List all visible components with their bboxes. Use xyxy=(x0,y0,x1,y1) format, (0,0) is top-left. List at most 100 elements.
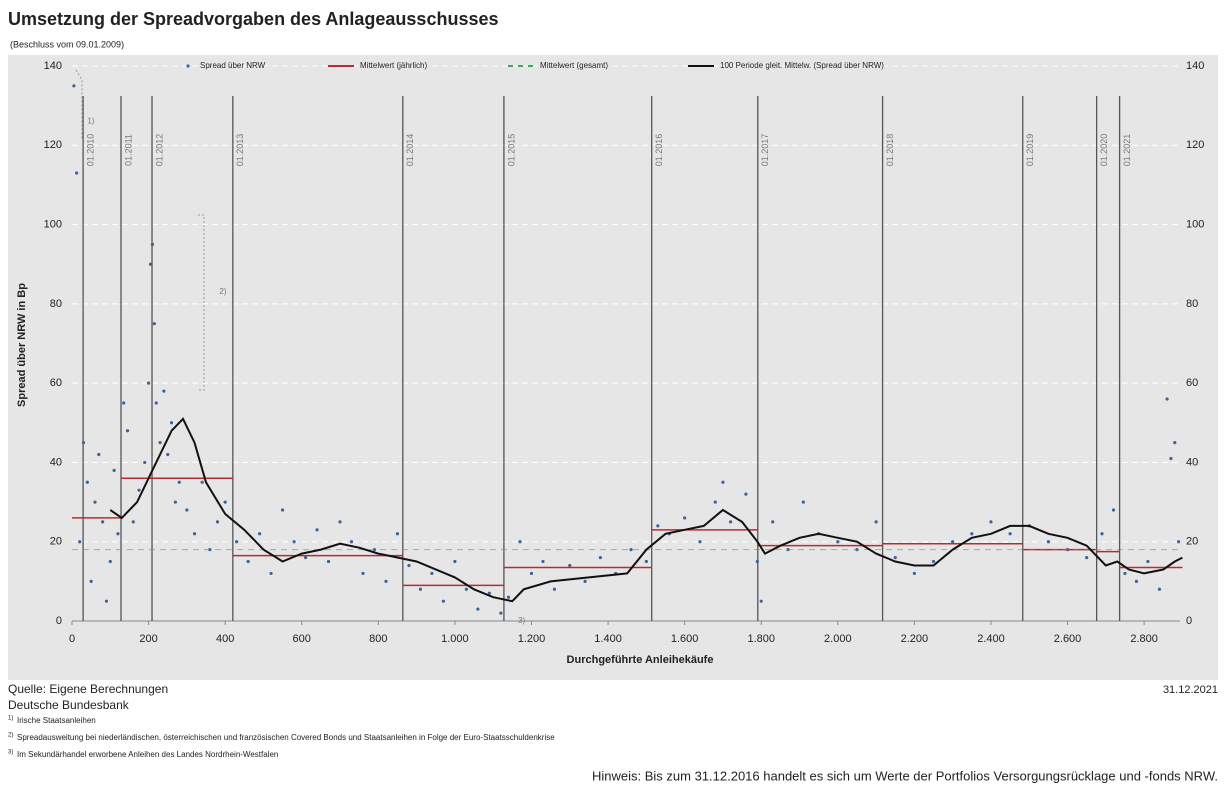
scatter-point xyxy=(970,532,974,536)
scatter-point xyxy=(1134,579,1139,583)
scatter-point xyxy=(112,468,116,472)
scatter-point xyxy=(893,555,897,560)
scatter-point xyxy=(598,555,603,560)
scatter-point xyxy=(101,520,105,524)
scatter-point xyxy=(644,559,648,564)
x-tick-label: 2.800 xyxy=(1130,633,1158,645)
scatter-point xyxy=(771,520,775,524)
scatter-point xyxy=(131,520,135,524)
legend-symbol xyxy=(186,64,190,68)
x-tick-label: 2.000 xyxy=(824,633,852,645)
scatter-point xyxy=(755,559,759,564)
scatter-point xyxy=(407,563,411,568)
footnote-mark: 1) xyxy=(8,716,13,722)
scatter-point xyxy=(292,540,296,544)
scatter-point xyxy=(235,540,239,544)
scatter-point xyxy=(326,559,331,564)
scatter-point xyxy=(162,389,166,393)
scatter-point xyxy=(81,441,86,445)
scatter-point xyxy=(166,452,170,457)
y2-tick-label: 40 xyxy=(1186,456,1198,468)
scatter-point xyxy=(108,559,112,564)
scatter-point xyxy=(150,242,155,246)
scatter-point xyxy=(430,571,434,576)
year-label: 01.2017 xyxy=(760,134,770,167)
y-tick-label: 120 xyxy=(44,139,62,151)
scatter-point xyxy=(656,524,660,528)
x-tick-label: 0 xyxy=(69,633,75,645)
scatter-point xyxy=(104,599,109,603)
footnote-mark: 2) xyxy=(8,733,13,739)
scatter-point xyxy=(453,559,457,564)
scatter-point xyxy=(744,492,748,496)
y-tick-label: 20 xyxy=(50,536,62,548)
scatter-point xyxy=(148,262,153,266)
scatter-point xyxy=(116,532,120,536)
scatter-point xyxy=(506,595,511,599)
scatter-point xyxy=(154,401,158,405)
scatter-point xyxy=(931,559,936,564)
scatter-point xyxy=(192,532,197,536)
scatter-point xyxy=(125,429,130,433)
scatter-point xyxy=(1008,532,1012,536)
scatter-point xyxy=(158,441,162,445)
y-tick-label: 80 xyxy=(50,298,62,310)
institution: Deutsche Bundesbank xyxy=(8,698,130,712)
scatter-point xyxy=(1157,587,1162,591)
scatter-point xyxy=(801,500,805,504)
date: 31.12.2021 xyxy=(1163,684,1218,696)
year-label: 01.2019 xyxy=(1025,134,1035,167)
x-tick-label: 2.200 xyxy=(901,633,929,645)
scatter-point xyxy=(1165,397,1169,401)
scatter-point xyxy=(476,607,480,611)
scatter-point xyxy=(78,540,82,544)
year-label: 01.2012 xyxy=(154,134,164,167)
scatter-point xyxy=(836,540,840,544)
x-tick-label: 1.200 xyxy=(518,633,546,645)
moving-average xyxy=(109,417,1183,603)
scatter-point xyxy=(1176,540,1181,544)
footnote-mark: 3) xyxy=(8,750,13,756)
legend-label: Mittelwert (jährlich) xyxy=(360,61,427,70)
scatter-point xyxy=(177,480,181,484)
y2-tick-label: 140 xyxy=(1186,60,1204,72)
chart-subtitle: (Beschluss vom 09.01.2009) xyxy=(10,39,124,49)
scatter-point xyxy=(152,322,156,326)
scatter-point xyxy=(200,480,204,484)
scatter-point xyxy=(122,401,126,405)
year-label: 01.2018 xyxy=(885,134,895,167)
footnote-text: Im Sekundärhandel erworbene Anleihen des… xyxy=(17,750,278,759)
scatter-point xyxy=(246,559,250,564)
scatter-point xyxy=(280,508,285,512)
year-label: 01.2010 xyxy=(85,134,95,167)
scatter-point xyxy=(568,563,572,568)
y2-tick-label: 100 xyxy=(1186,218,1204,230)
scatter-point xyxy=(338,520,342,524)
y2-tick-label: 80 xyxy=(1186,298,1198,310)
scatter-point xyxy=(912,571,916,576)
year-label: 01.2016 xyxy=(654,134,664,167)
y-axis-label: Spread über NRW in Bp xyxy=(16,283,28,407)
scatter-point xyxy=(529,571,534,576)
y-tick-label: 60 xyxy=(50,377,62,389)
x-axis-label: Durchgeführte Anleihekäufe xyxy=(567,654,714,666)
annotation: 1) xyxy=(87,117,94,126)
scatter-point xyxy=(361,571,365,576)
scatter-point xyxy=(185,508,189,512)
x-tick-label: 1.400 xyxy=(594,633,622,645)
scatter-point xyxy=(223,500,227,504)
scatter-point xyxy=(1123,571,1127,576)
y-tick-label: 140 xyxy=(44,60,62,72)
scatter-point xyxy=(173,500,177,504)
year-label: 01.2011 xyxy=(123,134,133,166)
scatter-point xyxy=(464,587,468,591)
y-tick-label: 0 xyxy=(56,615,62,627)
scatter-point xyxy=(349,540,354,544)
scatter-point xyxy=(1169,456,1173,461)
y-tick-label: 40 xyxy=(50,456,62,468)
annotation: 2) xyxy=(219,287,226,296)
legend-label: Mittelwert (gesamt) xyxy=(540,61,608,70)
scatter-point xyxy=(395,532,400,536)
scatter-point xyxy=(418,587,423,591)
plot-background xyxy=(8,55,1218,680)
